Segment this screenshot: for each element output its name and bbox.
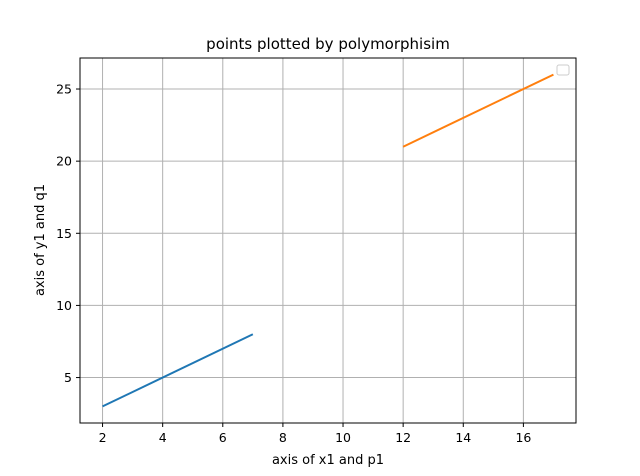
x-tick-label: 16 — [515, 430, 531, 445]
x-tick-label: 6 — [219, 430, 227, 445]
x-tick-label: 14 — [455, 430, 471, 445]
series-line-1 — [102, 333, 254, 408]
series-line-2 — [402, 73, 554, 148]
y-tick-label: 10 — [56, 298, 72, 313]
x-tick-label: 2 — [99, 430, 107, 445]
x-tick-label: 4 — [159, 430, 167, 445]
legend-box — [556, 64, 570, 76]
x-tick-label: 12 — [395, 430, 411, 445]
y-axis-label: axis of y1 and q1 — [33, 184, 48, 296]
chart-title: points plotted by polymorphisim — [206, 35, 450, 53]
x-axis-label: axis of x1 and p1 — [272, 453, 384, 468]
series-group — [102, 73, 554, 408]
x-tick-label: 8 — [279, 430, 287, 445]
plot-frame — [79, 57, 577, 424]
y-tick-label: 15 — [56, 226, 72, 241]
x-tick-label: 10 — [335, 430, 351, 445]
y-tick-label: 20 — [56, 154, 72, 169]
ticks: 2 4 6 8 10 12 14 16 5 10 15 20 25 — [56, 82, 531, 445]
grid — [80, 58, 576, 423]
y-tick-label: 25 — [56, 82, 72, 97]
y-tick-label: 5 — [64, 370, 72, 385]
